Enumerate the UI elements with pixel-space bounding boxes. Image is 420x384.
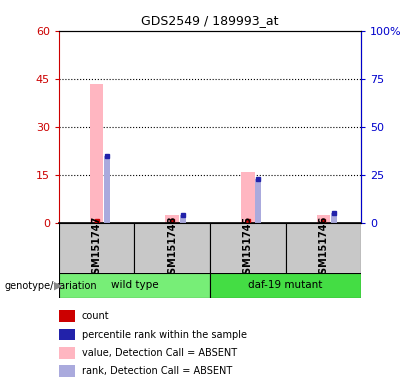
Text: count: count	[82, 311, 109, 321]
Bar	[210, 223, 286, 275]
Text: percentile rank within the sample: percentile rank within the sample	[82, 329, 247, 339]
Bar	[134, 223, 210, 275]
Bar	[286, 223, 361, 275]
Bar	[59, 365, 75, 377]
Bar	[241, 172, 255, 223]
Text: daf-19 mutant: daf-19 mutant	[248, 280, 323, 290]
Bar	[180, 215, 186, 223]
Bar	[59, 347, 75, 359]
Text: GSM151747: GSM151747	[92, 216, 102, 281]
Text: GSM151746: GSM151746	[318, 216, 328, 281]
Bar	[90, 84, 103, 223]
Bar	[210, 273, 361, 298]
Bar	[104, 156, 110, 223]
Text: value, Detection Call = ABSENT: value, Detection Call = ABSENT	[82, 348, 237, 358]
Text: wild type: wild type	[110, 280, 158, 290]
Text: rank, Detection Call = ABSENT: rank, Detection Call = ABSENT	[82, 366, 232, 376]
Text: ▶: ▶	[54, 281, 62, 291]
Title: GDS2549 / 189993_at: GDS2549 / 189993_at	[141, 14, 279, 27]
Bar	[255, 179, 261, 223]
Bar	[331, 213, 337, 223]
Text: GSM151745: GSM151745	[243, 216, 253, 281]
Bar	[165, 215, 179, 223]
Bar	[59, 273, 210, 298]
Text: GSM151748: GSM151748	[167, 216, 177, 281]
Bar	[59, 329, 75, 340]
Bar	[317, 215, 330, 223]
Bar	[59, 311, 75, 322]
Text: genotype/variation: genotype/variation	[4, 281, 97, 291]
Bar	[59, 223, 134, 275]
